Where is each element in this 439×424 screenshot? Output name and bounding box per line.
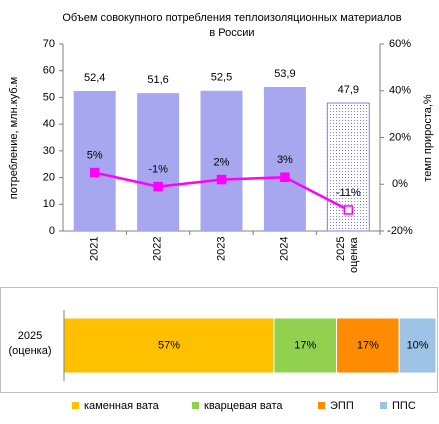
x-tick-label: 2022 bbox=[151, 237, 164, 262]
line-marker bbox=[216, 174, 227, 185]
segment-label: 10% bbox=[407, 339, 429, 351]
line-value-label: 3% bbox=[277, 154, 293, 166]
y-tick-label: 40 bbox=[43, 118, 55, 130]
bar-value-label: 51,6 bbox=[147, 74, 168, 86]
bar bbox=[263, 87, 306, 231]
bar-segment bbox=[273, 317, 338, 374]
x-tick-label: 2023 bbox=[215, 237, 227, 262]
bar bbox=[137, 93, 180, 231]
bar-segment bbox=[63, 317, 275, 374]
segment-label: 57% bbox=[158, 339, 180, 351]
line-value-label: -11% bbox=[336, 187, 361, 199]
y2-tick-label: 20% bbox=[389, 131, 411, 143]
bar bbox=[200, 90, 243, 231]
line-marker bbox=[343, 205, 354, 215]
y2-tick-label: 0% bbox=[392, 178, 408, 190]
x-tick-label: 2025 оценка bbox=[335, 237, 361, 273]
x-tick-label: 2021 bbox=[88, 237, 101, 262]
line-marker bbox=[280, 172, 290, 182]
line-marker bbox=[89, 167, 100, 178]
line-value-label: 2% bbox=[214, 156, 230, 168]
y-tick-label: 0 bbox=[49, 225, 55, 237]
chart-title: Объем совокупного потребления теплоизоля… bbox=[62, 12, 401, 39]
legend-swatch bbox=[72, 402, 79, 409]
legend-swatch bbox=[192, 402, 199, 409]
legend-label: кварцевая вата bbox=[204, 400, 283, 412]
bar-value-label: 47,9 bbox=[338, 84, 359, 96]
y-tick-label: 20 bbox=[43, 171, 55, 183]
bar-value-label: 52,5 bbox=[211, 72, 232, 84]
bar-value-label: 52,4 bbox=[84, 72, 105, 84]
y-tick-label: 60 bbox=[43, 65, 55, 77]
bar-segment bbox=[336, 317, 400, 374]
y-tick-label: 70 bbox=[43, 38, 55, 50]
y-tick-label: 50 bbox=[43, 91, 55, 103]
y2-tick-label: 60% bbox=[389, 38, 411, 50]
line-marker bbox=[153, 181, 163, 192]
legend-label: ЭПП bbox=[330, 400, 354, 412]
y-tick-label: 2025 (оценка) bbox=[8, 330, 52, 357]
line-value-label: 5% bbox=[87, 149, 103, 161]
legend-label: ППС bbox=[392, 400, 416, 412]
y-tick-label: 10 bbox=[43, 198, 55, 210]
bar-segment bbox=[398, 317, 437, 374]
y-axis-label: потребление, млн.куб.м bbox=[8, 77, 20, 199]
legend-swatch bbox=[380, 402, 387, 409]
y2-tick-label: 40% bbox=[389, 85, 411, 97]
segment-label: 17% bbox=[357, 339, 379, 351]
legend-label: каменная вата bbox=[84, 400, 160, 412]
x-tick-label: 2024 bbox=[278, 237, 291, 262]
bar bbox=[73, 91, 116, 231]
legend-swatch bbox=[318, 402, 325, 409]
bar-value-label: 53,9 bbox=[274, 68, 295, 80]
segment-label: 17% bbox=[294, 339, 316, 351]
y2-tick-label: -20% bbox=[387, 225, 413, 237]
line-value-label: -1% bbox=[148, 163, 168, 175]
y-tick-label: 30 bbox=[43, 145, 55, 157]
panel-frame bbox=[0, 287, 438, 393]
y2-axis-label: темп прироста,% bbox=[422, 94, 434, 182]
